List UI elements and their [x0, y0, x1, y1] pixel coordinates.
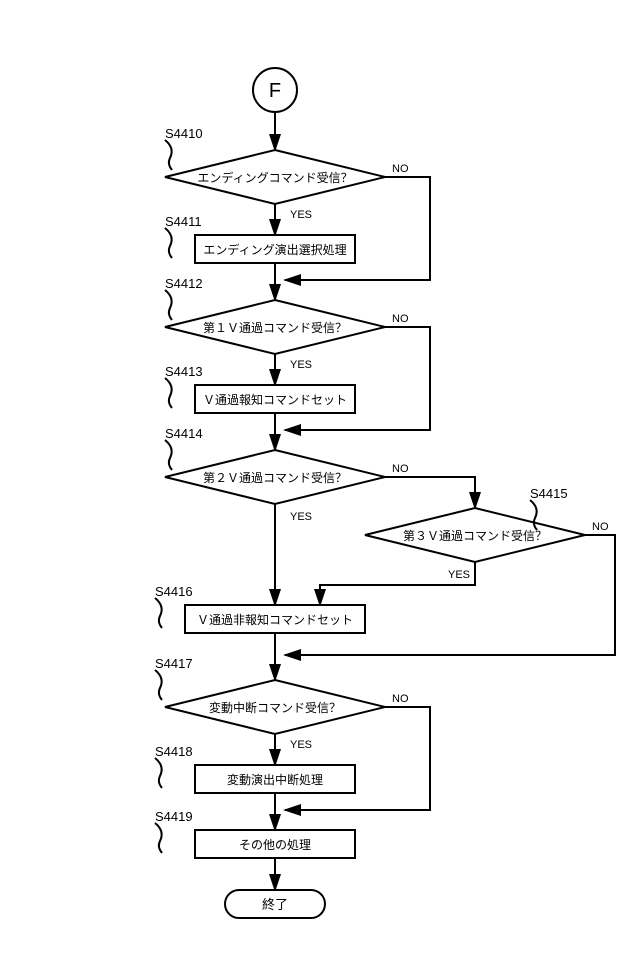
svg-text:S4415: S4415 — [530, 486, 568, 501]
process-text: その他の処理 — [239, 838, 311, 852]
decision-text: 第２Ｖ通過コマンド受信？ — [203, 471, 347, 485]
process-s4418: 変動演出中断処理 S4418 — [155, 744, 355, 793]
decision-s4417: 変動中断コマンド受信？ S4417 YES NO — [155, 656, 409, 751]
end-node: 終了 — [225, 890, 325, 918]
svg-text:S4418: S4418 — [155, 744, 193, 759]
process-s4413: Ｖ通過報知コマンドセット S4413 — [165, 364, 355, 413]
decision-text: 変動中断コマンド受信？ — [209, 700, 341, 715]
svg-text:S4411: S4411 — [165, 214, 202, 229]
process-s4416: Ｖ通過非報知コマンドセット S4416 — [155, 584, 365, 633]
yes-label: YES — [290, 511, 312, 523]
decision-text: 第１Ｖ通過コマンド受信？ — [203, 321, 347, 335]
no-label: NO — [392, 313, 409, 325]
no-label: NO — [392, 693, 409, 705]
process-text: Ｖ通過報知コマンドセット — [203, 393, 347, 407]
flowchart: F エンディングコマンド受信？ S4410 YES NO エンディング演出選択処… — [0, 0, 640, 964]
process-s4411: エンディング演出選択処理 S4411 — [165, 214, 355, 263]
step-id-s4417: S4417 — [155, 656, 193, 700]
no-label: NO — [392, 463, 409, 475]
decision-s4410: エンディングコマンド受信？ S4410 YES NO — [165, 126, 409, 221]
svg-text:S4413: S4413 — [165, 364, 203, 379]
start-node: F — [253, 68, 297, 112]
svg-text:S4410: S4410 — [165, 126, 203, 141]
decision-text: 第３Ｖ通過コマンド受信？ — [403, 529, 547, 543]
step-id-s4412: S4412 — [165, 276, 203, 320]
no-label: NO — [392, 163, 409, 175]
step-id-s4410: S4410 — [165, 126, 203, 170]
yes-label: YES — [290, 209, 312, 221]
yes-label: YES — [290, 359, 312, 371]
decision-s4415: 第３Ｖ通過コマンド受信？ S4415 YES NO — [365, 486, 609, 581]
step-id-s4419: S4419 — [155, 809, 193, 853]
decision-s4412: 第１Ｖ通過コマンド受信？ S4412 YES NO — [165, 276, 409, 371]
decision-text: エンディングコマンド受信？ — [197, 170, 352, 185]
svg-text:S4419: S4419 — [155, 809, 193, 824]
step-id-s4414: S4414 — [165, 426, 203, 470]
process-text: エンディング演出選択処理 — [203, 242, 346, 257]
process-text: 変動演出中断処理 — [227, 772, 323, 787]
start-label: F — [269, 80, 281, 102]
decision-s4414: 第２Ｖ通過コマンド受信？ S4414 YES NO — [165, 426, 409, 523]
no-label: NO — [592, 521, 609, 533]
process-text: Ｖ通過非報知コマンドセット — [197, 613, 353, 627]
svg-text:S4412: S4412 — [165, 276, 203, 291]
yes-label: YES — [448, 569, 470, 581]
yes-label: YES — [290, 739, 312, 751]
svg-text:S4417: S4417 — [155, 656, 193, 671]
process-s4419: その他の処理 S4419 — [155, 809, 355, 858]
svg-text:S4416: S4416 — [155, 584, 193, 599]
svg-text:S4414: S4414 — [165, 426, 203, 441]
step-id-s4418: S4418 — [155, 744, 193, 788]
end-label: 終了 — [262, 897, 288, 912]
